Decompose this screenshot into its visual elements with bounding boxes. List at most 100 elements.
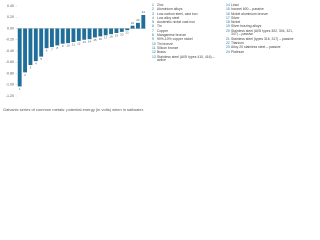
legend-number: 7 <box>152 28 154 33</box>
legend-label: 90%-10% copper nickel <box>157 37 193 42</box>
legend-label: Alloy 20 stainless steel – passive <box>231 45 281 50</box>
legend-label: Brass <box>157 50 166 55</box>
legend-label: Low-carbon steel, cast iron <box>157 11 198 16</box>
legend-item: 15 Inconel 600 – passive <box>226 8 296 12</box>
legend-number: 15 <box>226 7 230 12</box>
legend-label: Silver brazing alloys <box>231 24 262 29</box>
legend-item: 17 Silver <box>226 15 296 21</box>
legend-item: 1 Zinc <box>152 3 222 8</box>
bar <box>87 28 92 40</box>
page: 0.40 0.20 0.00 -0.20 -0.40 -0.60 -0.80 -1.00 -1.… <box>0 0 300 117</box>
legend-number: 13 <box>152 54 156 59</box>
legend-item: 4 Low alloy steel <box>152 15 222 21</box>
legend-number: 23 <box>226 45 230 50</box>
bar-number: 14 <box>88 40 92 44</box>
bar <box>93 28 97 38</box>
legend-item: 18 Nickel <box>226 20 296 25</box>
bar-number: 13 <box>83 40 87 44</box>
bar <box>55 28 60 46</box>
chart: 0.40 0.20 0.00 -0.20 -0.40 -0.60 -0.80 -1.00 -1.… <box>6 4 146 98</box>
y-tick-label: -0.20 <box>6 38 14 42</box>
legend-label: Copper <box>157 28 169 33</box>
bar <box>17 28 22 87</box>
legend-number: 22 <box>226 41 230 46</box>
bar-number: 10 <box>66 44 70 48</box>
bar <box>39 28 44 57</box>
bar-number: 7 <box>51 47 53 51</box>
legend-label: Nickel <box>231 20 241 25</box>
bar <box>119 28 124 32</box>
bar <box>33 28 38 62</box>
bar <box>109 28 113 35</box>
bar <box>76 28 81 41</box>
y-tick-label: 0.00 <box>7 26 14 30</box>
bar-number: 22 <box>131 21 135 25</box>
legend-item: 7 Copper <box>152 28 222 34</box>
legend-label: Inconel 600 – passive <box>231 7 264 12</box>
bar <box>66 28 70 44</box>
legend-item: 8 Manganese bronze <box>152 33 222 38</box>
legend-label: Aluminium alloys <box>157 7 183 12</box>
legend-item: 14 Lead <box>226 3 296 8</box>
legend-number: 18 <box>226 20 230 25</box>
legend-number: 12 <box>152 50 156 55</box>
bar <box>23 28 27 73</box>
bar <box>50 28 54 48</box>
bar-number: 18 <box>109 35 113 39</box>
legend-item: 19 Silver brazing alloys <box>226 25 296 29</box>
bar <box>28 28 33 66</box>
bar-number: 19 <box>115 33 119 37</box>
legend-number: 14 <box>226 3 230 7</box>
legend-number: 8 <box>152 33 154 38</box>
legend-number: 17 <box>226 15 230 20</box>
bar-number: 12 <box>77 41 81 45</box>
legend-item: 9 90%-10% copper nickel <box>152 38 222 42</box>
legend-label: Zinc <box>157 3 164 7</box>
y-tick-label: -1.00 <box>6 83 14 87</box>
bar <box>82 28 87 40</box>
legend-number: 16 <box>226 11 230 16</box>
legend-label: Low alloy steel <box>157 15 180 20</box>
bar-number: 4 <box>35 62 37 66</box>
legend-item: 22 Titanium <box>226 41 296 46</box>
legend-label: Silver <box>231 15 240 20</box>
legend-label: Platinum <box>231 49 245 54</box>
legend-item: 21 Stainless steel (types 316, 317) – pas… <box>226 37 296 42</box>
bar-number: 6 <box>46 49 48 53</box>
bar <box>141 15 146 29</box>
legend-left: 1 Zinc 2 Aluminium alloys 3 Low-carbon steel,… <box>152 3 222 63</box>
bar-number: 21 <box>126 31 130 35</box>
legend-item: 20 Stainless steel (AISI types 302, 304, … <box>226 28 296 37</box>
legend-number: 1 <box>152 3 154 7</box>
legend-item: 24 Platinum <box>226 49 296 55</box>
bar-number: 24 <box>142 10 146 14</box>
bar-number: 16 <box>99 37 103 41</box>
y-tick-label: 0.20 <box>7 15 14 19</box>
legend-label: Austenitic nickel cast iron <box>157 20 196 25</box>
bar-number: 8 <box>56 46 58 50</box>
legend-item: 23 Alloy 20 stainless steel – passive <box>226 46 296 50</box>
legend-number: 6 <box>152 24 154 29</box>
y-tick-label: 0.40 <box>7 4 14 8</box>
legend-item: 10 Tin bronze <box>152 41 222 47</box>
legend-number: 10 <box>152 41 156 46</box>
y-tick-label: -0.80 <box>6 71 14 75</box>
bar-number: 11 <box>72 42 75 46</box>
bar-number: 15 <box>93 38 97 42</box>
legend-item: 16 Nickel aluminium bronze <box>226 11 296 17</box>
legend-number: 11 <box>152 45 156 50</box>
legend-label: Lead <box>231 3 239 7</box>
legend-item: 5 Austenitic nickel cast iron <box>152 20 222 25</box>
bar <box>44 28 49 49</box>
legend-right: 14 Lead 15 Inconel 600 – passive 16 Nickel al… <box>226 3 296 55</box>
legend-number: 20 <box>226 28 230 33</box>
bar-number: 1 <box>19 87 21 91</box>
y-tick-label: -0.40 <box>6 49 14 53</box>
bar-number: 23 <box>136 18 140 22</box>
legend-item: 6 Tin <box>152 25 222 29</box>
legend-label: Tin <box>157 24 162 29</box>
legend-label: Stainless steel (AISI types 302, 304, 32… <box>231 28 294 37</box>
bar-number: 5 <box>40 57 42 61</box>
legend-item: 13 Stainless steel (AISI types 410, 416) … <box>152 54 222 63</box>
bar <box>71 28 76 42</box>
